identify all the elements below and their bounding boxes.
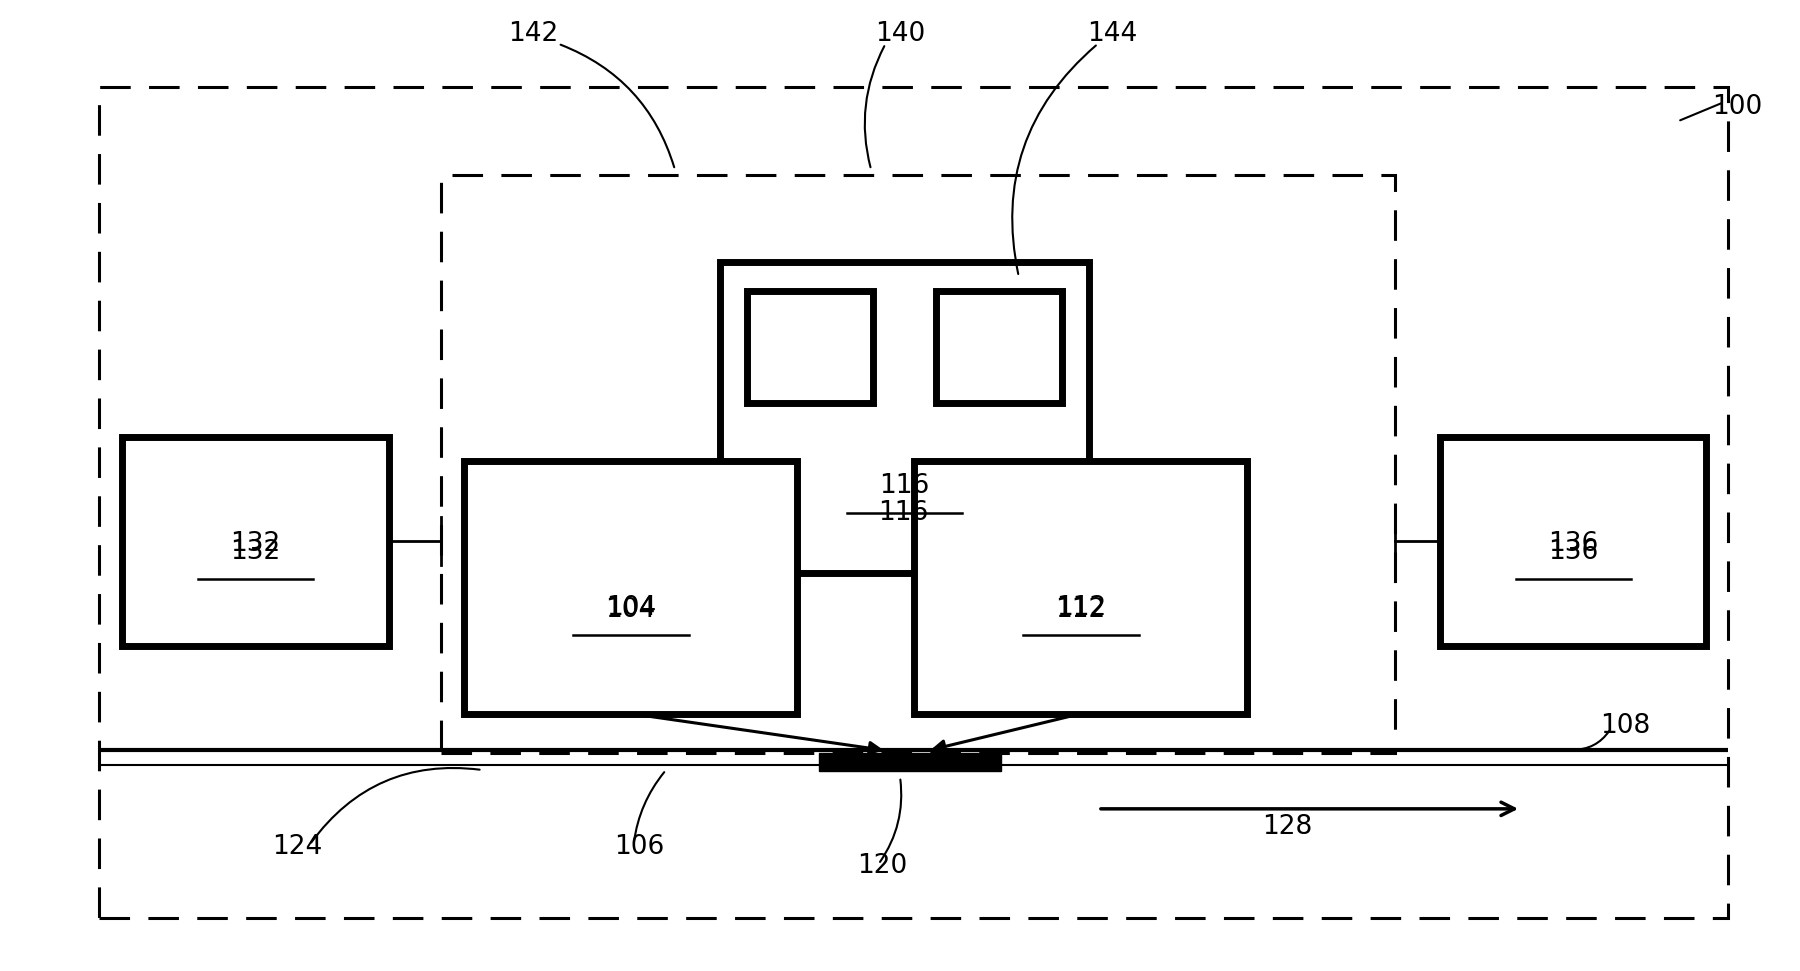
Text: 124: 124 [272,834,322,859]
Text: 108: 108 [1600,714,1651,739]
Text: 136: 136 [1548,531,1598,556]
Text: 112: 112 [1055,597,1105,622]
Text: 116: 116 [878,500,929,525]
Text: 112: 112 [1057,594,1105,620]
Text: 132: 132 [230,531,281,556]
Bar [99,87,1728,918]
Bar [464,461,797,714]
Text: 128: 128 [1262,815,1312,840]
Text: 120: 120 [857,854,907,879]
Bar [441,175,1395,753]
Bar [720,262,1089,573]
Text: 142: 142 [508,21,558,47]
Text: 104: 104 [605,597,655,622]
Text: 116: 116 [880,473,929,498]
Text: 100: 100 [1712,94,1762,119]
Bar [1440,437,1706,646]
Bar [747,291,873,403]
Text: 140: 140 [875,21,925,47]
Text: 132: 132 [230,539,281,565]
Bar [914,461,1247,714]
Text: 104: 104 [607,594,655,620]
Text: 144: 144 [1087,21,1138,47]
Bar [122,437,389,646]
Text: 136: 136 [1548,539,1598,565]
Bar [936,291,1062,403]
Text: 106: 106 [614,834,664,859]
Bar [819,753,1001,771]
